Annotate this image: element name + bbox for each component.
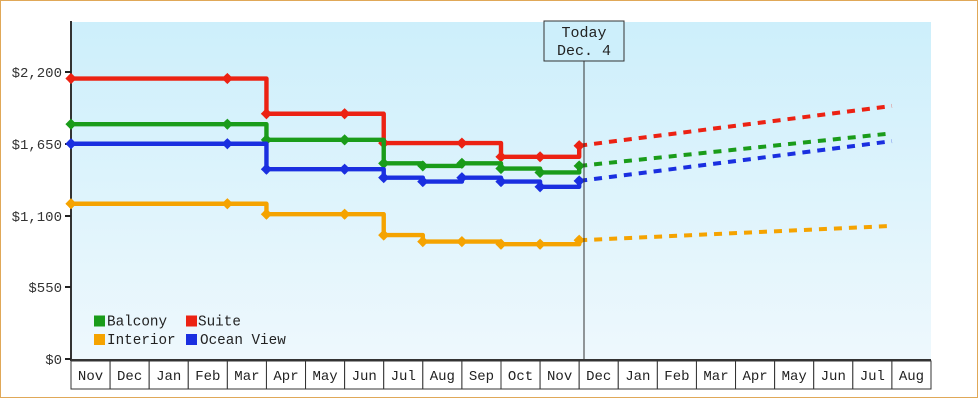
svg-text:Jul: Jul: [391, 369, 416, 385]
svg-text:Jun: Jun: [352, 369, 377, 385]
svg-text:Dec: Dec: [586, 369, 611, 385]
svg-text:Mar: Mar: [703, 369, 728, 385]
svg-text:Mar: Mar: [234, 369, 259, 385]
svg-text:Sep: Sep: [469, 369, 494, 385]
svg-text:Dec: Dec: [117, 369, 142, 385]
svg-text:$1,650: $1,650: [12, 138, 62, 154]
svg-text:Jan: Jan: [625, 369, 650, 385]
svg-text:Nov: Nov: [547, 369, 572, 385]
svg-text:Jun: Jun: [821, 369, 846, 385]
svg-text:Feb: Feb: [664, 369, 689, 385]
svg-text:Apr: Apr: [273, 369, 298, 385]
svg-text:Balcony: Balcony: [107, 315, 167, 331]
svg-text:Dec. 4: Dec. 4: [557, 43, 611, 60]
svg-text:$1,100: $1,100: [12, 210, 62, 226]
svg-text:Oct: Oct: [508, 369, 533, 385]
svg-text:Interior: Interior: [107, 333, 176, 349]
svg-text:Jul: Jul: [860, 369, 885, 385]
svg-text:$550: $550: [28, 281, 62, 297]
svg-text:Nov: Nov: [78, 369, 103, 385]
svg-text:Today: Today: [561, 25, 606, 42]
svg-text:Aug: Aug: [430, 369, 455, 385]
svg-text:Feb: Feb: [195, 369, 220, 385]
svg-text:$2,200: $2,200: [12, 66, 62, 82]
svg-text:May: May: [782, 369, 807, 385]
svg-text:Jan: Jan: [156, 369, 181, 385]
svg-text:Ocean View: Ocean View: [200, 333, 286, 349]
svg-text:May: May: [312, 369, 337, 385]
svg-text:Suite: Suite: [198, 315, 241, 331]
svg-text:$0: $0: [45, 353, 62, 369]
svg-text:Aug: Aug: [899, 369, 924, 385]
svg-text:Apr: Apr: [742, 369, 767, 385]
